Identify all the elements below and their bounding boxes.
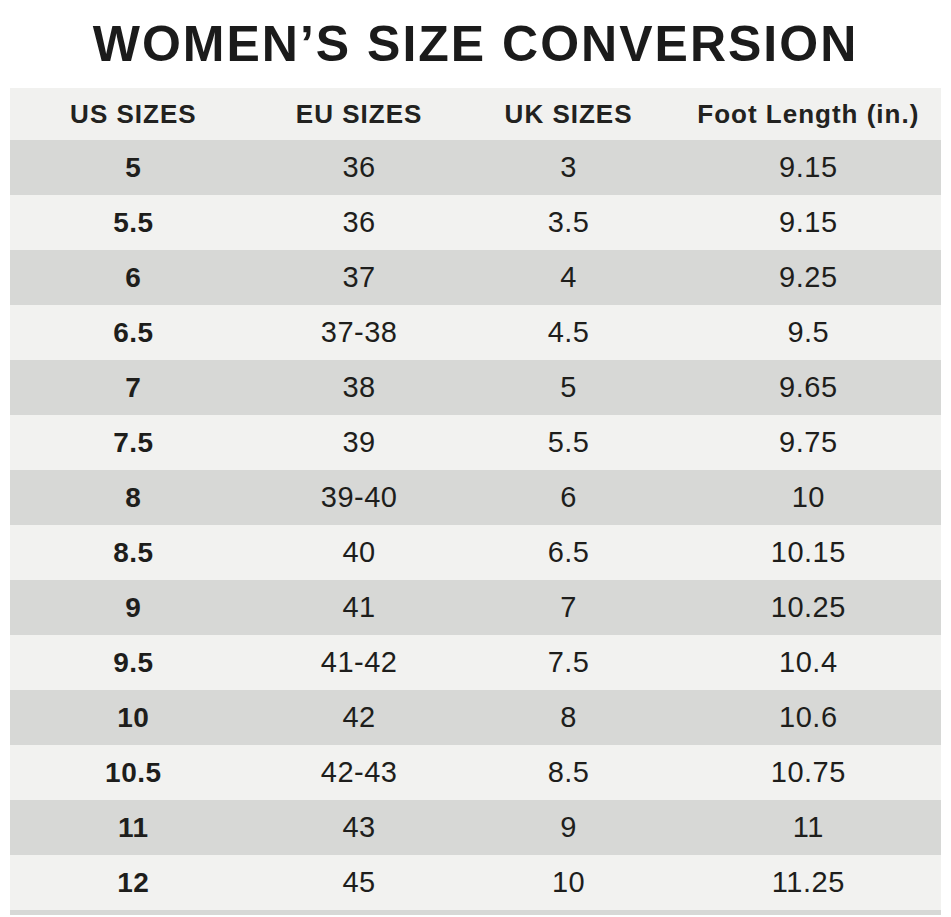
table-row-us-8: 839-40610 <box>10 470 941 525</box>
cell-us-size: 5.5 <box>10 195 257 250</box>
table-row-us-9: 941710.25 <box>10 580 941 635</box>
size-conversion-table: US SIZESEU SIZESUK SIZESFoot Length (in.… <box>10 88 941 910</box>
cell-uk-size: 8.5 <box>462 745 676 800</box>
cell-foot-length: 10.25 <box>676 580 941 635</box>
cell-uk-size: 9 <box>462 800 676 855</box>
column-header-us-size: US SIZES <box>10 88 257 140</box>
table-row-us-5.5: 5.5363.59.15 <box>10 195 941 250</box>
cell-eu-size: 39-40 <box>257 470 462 525</box>
cell-eu-size: 41-42 <box>257 635 462 690</box>
cell-us-size: 5 <box>10 140 257 195</box>
cell-eu-size: 39 <box>257 415 462 470</box>
cell-eu-size: 37 <box>257 250 462 305</box>
cell-us-size: 11 <box>10 800 257 855</box>
table-header-row: US SIZESEU SIZESUK SIZESFoot Length (in.… <box>10 88 941 140</box>
page-title: WOMEN’S SIZE CONVERSION <box>0 0 951 88</box>
cell-uk-size: 7 <box>462 580 676 635</box>
table-row-us-11: 1143911 <box>10 800 941 855</box>
table-bottom-edge <box>10 910 941 915</box>
cell-foot-length: 9.5 <box>676 305 941 360</box>
table-row-us-7: 73859.65 <box>10 360 941 415</box>
cell-uk-size: 7.5 <box>462 635 676 690</box>
size-chart-page: WOMEN’S SIZE CONVERSION US SIZESEU SIZES… <box>0 0 951 917</box>
table-row-us-9.5: 9.541-427.510.4 <box>10 635 941 690</box>
cell-foot-length: 11.25 <box>676 855 941 910</box>
cell-uk-size: 6.5 <box>462 525 676 580</box>
cell-foot-length: 10.75 <box>676 745 941 800</box>
cell-eu-size: 36 <box>257 195 462 250</box>
cell-eu-size: 42 <box>257 690 462 745</box>
cell-us-size: 9 <box>10 580 257 635</box>
cell-foot-length: 11 <box>676 800 941 855</box>
cell-foot-length: 9.25 <box>676 250 941 305</box>
cell-uk-size: 4 <box>462 250 676 305</box>
cell-uk-size: 8 <box>462 690 676 745</box>
cell-us-size: 8 <box>10 470 257 525</box>
table-row-us-10.5: 10.542-438.510.75 <box>10 745 941 800</box>
table-row-us-6: 63749.25 <box>10 250 941 305</box>
table-row-us-8.5: 8.5406.510.15 <box>10 525 941 580</box>
cell-us-size: 7 <box>10 360 257 415</box>
cell-foot-length: 10.15 <box>676 525 941 580</box>
cell-uk-size: 10 <box>462 855 676 910</box>
cell-uk-size: 3 <box>462 140 676 195</box>
table-row-us-7.5: 7.5395.59.75 <box>10 415 941 470</box>
cell-eu-size: 41 <box>257 580 462 635</box>
cell-foot-length: 9.65 <box>676 360 941 415</box>
table-row-us-6.5: 6.537-384.59.5 <box>10 305 941 360</box>
column-header-eu-size: EU SIZES <box>257 88 462 140</box>
column-header-foot-length: Foot Length (in.) <box>676 88 941 140</box>
cell-us-size: 12 <box>10 855 257 910</box>
cell-foot-length: 9.15 <box>676 140 941 195</box>
cell-uk-size: 5 <box>462 360 676 415</box>
cell-foot-length: 10 <box>676 470 941 525</box>
cell-us-size: 6.5 <box>10 305 257 360</box>
cell-foot-length: 10.6 <box>676 690 941 745</box>
cell-us-size: 7.5 <box>10 415 257 470</box>
column-header-uk-size: UK SIZES <box>462 88 676 140</box>
table-container: US SIZESEU SIZESUK SIZESFoot Length (in.… <box>10 88 941 915</box>
table-row-us-10: 1042810.6 <box>10 690 941 745</box>
cell-eu-size: 37-38 <box>257 305 462 360</box>
table-row-us-5: 53639.15 <box>10 140 941 195</box>
cell-foot-length: 9.75 <box>676 415 941 470</box>
cell-uk-size: 5.5 <box>462 415 676 470</box>
cell-eu-size: 38 <box>257 360 462 415</box>
cell-uk-size: 3.5 <box>462 195 676 250</box>
cell-us-size: 8.5 <box>10 525 257 580</box>
cell-uk-size: 6 <box>462 470 676 525</box>
cell-us-size: 9.5 <box>10 635 257 690</box>
cell-us-size: 6 <box>10 250 257 305</box>
cell-foot-length: 10.4 <box>676 635 941 690</box>
cell-eu-size: 36 <box>257 140 462 195</box>
cell-eu-size: 42-43 <box>257 745 462 800</box>
cell-eu-size: 43 <box>257 800 462 855</box>
cell-us-size: 10 <box>10 690 257 745</box>
table-row-us-12: 12451011.25 <box>10 855 941 910</box>
cell-uk-size: 4.5 <box>462 305 676 360</box>
cell-eu-size: 40 <box>257 525 462 580</box>
cell-us-size: 10.5 <box>10 745 257 800</box>
cell-eu-size: 45 <box>257 855 462 910</box>
cell-foot-length: 9.15 <box>676 195 941 250</box>
